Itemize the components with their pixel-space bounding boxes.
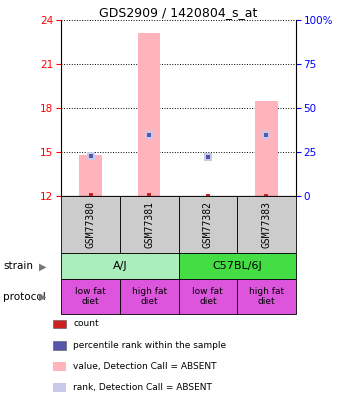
Bar <box>255 101 278 196</box>
Text: value, Detection Call = ABSENT: value, Detection Call = ABSENT <box>73 362 217 371</box>
Text: rank, Detection Call = ABSENT: rank, Detection Call = ABSENT <box>73 383 212 392</box>
Text: GSM77380: GSM77380 <box>86 201 96 248</box>
Text: high fat
diet: high fat diet <box>249 287 284 306</box>
Text: ▶: ▶ <box>39 292 46 302</box>
Text: protocol: protocol <box>3 292 46 302</box>
Text: low fat
diet: low fat diet <box>192 287 223 306</box>
Text: percentile rank within the sample: percentile rank within the sample <box>73 341 226 350</box>
Text: C57BL/6J: C57BL/6J <box>212 261 262 271</box>
Text: GSM77381: GSM77381 <box>144 201 154 248</box>
Title: GDS2909 / 1420804_s_at: GDS2909 / 1420804_s_at <box>99 6 258 19</box>
Text: A/J: A/J <box>113 261 127 271</box>
Bar <box>138 34 160 196</box>
Bar <box>79 155 102 196</box>
Text: ▶: ▶ <box>39 261 46 271</box>
Text: GSM77383: GSM77383 <box>261 201 271 248</box>
Text: low fat
diet: low fat diet <box>75 287 106 306</box>
Text: GSM77382: GSM77382 <box>203 201 213 248</box>
Text: high fat
diet: high fat diet <box>132 287 167 306</box>
Text: strain: strain <box>3 261 33 271</box>
Text: count: count <box>73 320 99 328</box>
